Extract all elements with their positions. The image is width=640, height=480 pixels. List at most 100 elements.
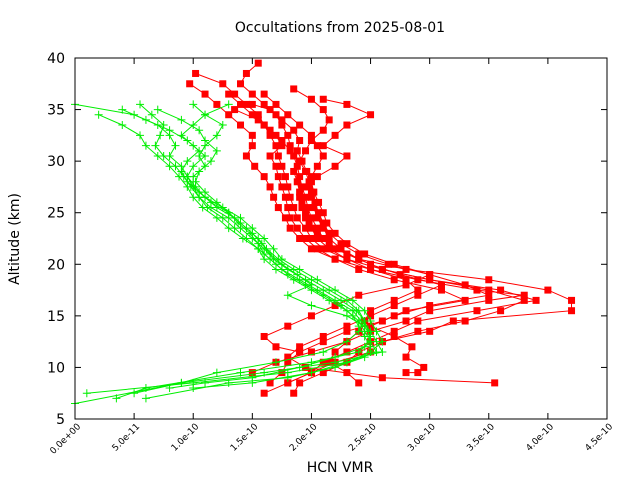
- data-point: [497, 286, 505, 294]
- data-point: [319, 245, 327, 253]
- y-tick-label: 25: [47, 206, 65, 222]
- data-point: [302, 363, 310, 371]
- data-point: [266, 152, 274, 160]
- data-point: [284, 111, 292, 119]
- data-point: [449, 317, 457, 325]
- data-point: [355, 291, 363, 299]
- y-tick-label: 15: [47, 309, 65, 325]
- data-point: [420, 363, 428, 371]
- data-point: [319, 219, 327, 227]
- y-tick-label: 10: [47, 360, 65, 376]
- data-point: [520, 296, 528, 304]
- data-point: [307, 131, 315, 139]
- data-point: [426, 302, 434, 310]
- data-point: [323, 219, 331, 227]
- data-point: [390, 332, 398, 340]
- data-point: [378, 374, 386, 382]
- data-point: [313, 142, 321, 150]
- data-point: [319, 291, 328, 300]
- data-point: [284, 353, 292, 361]
- data-point: [266, 183, 274, 191]
- data-point: [343, 240, 351, 248]
- data-point: [212, 198, 221, 207]
- data-point: [302, 147, 310, 155]
- data-point: [281, 193, 289, 201]
- data-point: [296, 235, 304, 242]
- data-point: [293, 224, 301, 232]
- data-point: [290, 204, 298, 212]
- data-point: [245, 229, 254, 238]
- data-point: [325, 235, 333, 242]
- data-point: [331, 131, 339, 139]
- data-point: [278, 137, 286, 145]
- data-point: [366, 342, 375, 351]
- data-point: [325, 358, 333, 366]
- data-point: [532, 296, 540, 304]
- data-point: [248, 100, 256, 108]
- data-point: [225, 111, 233, 119]
- data-point: [337, 301, 345, 310]
- data-point: [293, 270, 302, 279]
- data-point: [331, 302, 339, 310]
- data-point: [485, 291, 493, 299]
- data-point: [147, 110, 156, 119]
- data-point: [281, 214, 289, 222]
- data-point: [286, 224, 294, 232]
- data-point: [284, 358, 292, 366]
- data-point: [283, 373, 292, 382]
- data-point: [343, 100, 351, 108]
- data-point: [260, 234, 269, 243]
- data-point: [461, 281, 469, 289]
- data-point: [260, 332, 268, 340]
- data-point: [218, 121, 227, 130]
- data-point: [303, 167, 311, 175]
- data-point: [378, 265, 386, 273]
- data-point: [201, 90, 209, 98]
- data-point: [189, 162, 198, 171]
- profile-line: [234, 109, 491, 374]
- data-point: [136, 100, 145, 109]
- data-point: [165, 384, 174, 393]
- data-point: [302, 209, 310, 217]
- data-point: [298, 204, 306, 212]
- data-point: [360, 353, 369, 362]
- data-point: [183, 157, 192, 166]
- data-point: [319, 369, 327, 377]
- data-point: [402, 317, 410, 325]
- data-point: [213, 100, 221, 108]
- data-point: [307, 312, 315, 320]
- y-axis: 5 10 15 20 25 30 35 40: [47, 51, 607, 428]
- data-point: [224, 378, 233, 387]
- data-point: [302, 183, 310, 191]
- data-point: [274, 204, 282, 212]
- data-point: [236, 368, 245, 377]
- plot-frame: [74, 57, 608, 420]
- data-point: [367, 260, 375, 268]
- data-point: [248, 111, 256, 119]
- data-point: [461, 317, 469, 325]
- data-point: [248, 90, 256, 98]
- data-point: [390, 260, 398, 268]
- data-point: [206, 157, 215, 166]
- data-point: [290, 85, 298, 93]
- data-point: [171, 162, 180, 171]
- data-point: [343, 348, 351, 356]
- data-point: [112, 394, 121, 403]
- data-point: [189, 172, 198, 181]
- data-point: [343, 255, 351, 263]
- data-point: [437, 286, 445, 294]
- data-point: [219, 80, 227, 88]
- data-point: [414, 291, 422, 299]
- data-point: [165, 126, 174, 135]
- data-point: [293, 162, 301, 170]
- data-point: [118, 121, 127, 130]
- data-point: [360, 332, 369, 341]
- data-point: [307, 214, 315, 222]
- data-point: [402, 369, 410, 377]
- data-point: [296, 121, 304, 129]
- y-tick-label: 5: [56, 412, 65, 428]
- data-point: [491, 379, 499, 387]
- data-point: [426, 327, 434, 335]
- data-point: [183, 136, 192, 145]
- data-point: [191, 177, 200, 186]
